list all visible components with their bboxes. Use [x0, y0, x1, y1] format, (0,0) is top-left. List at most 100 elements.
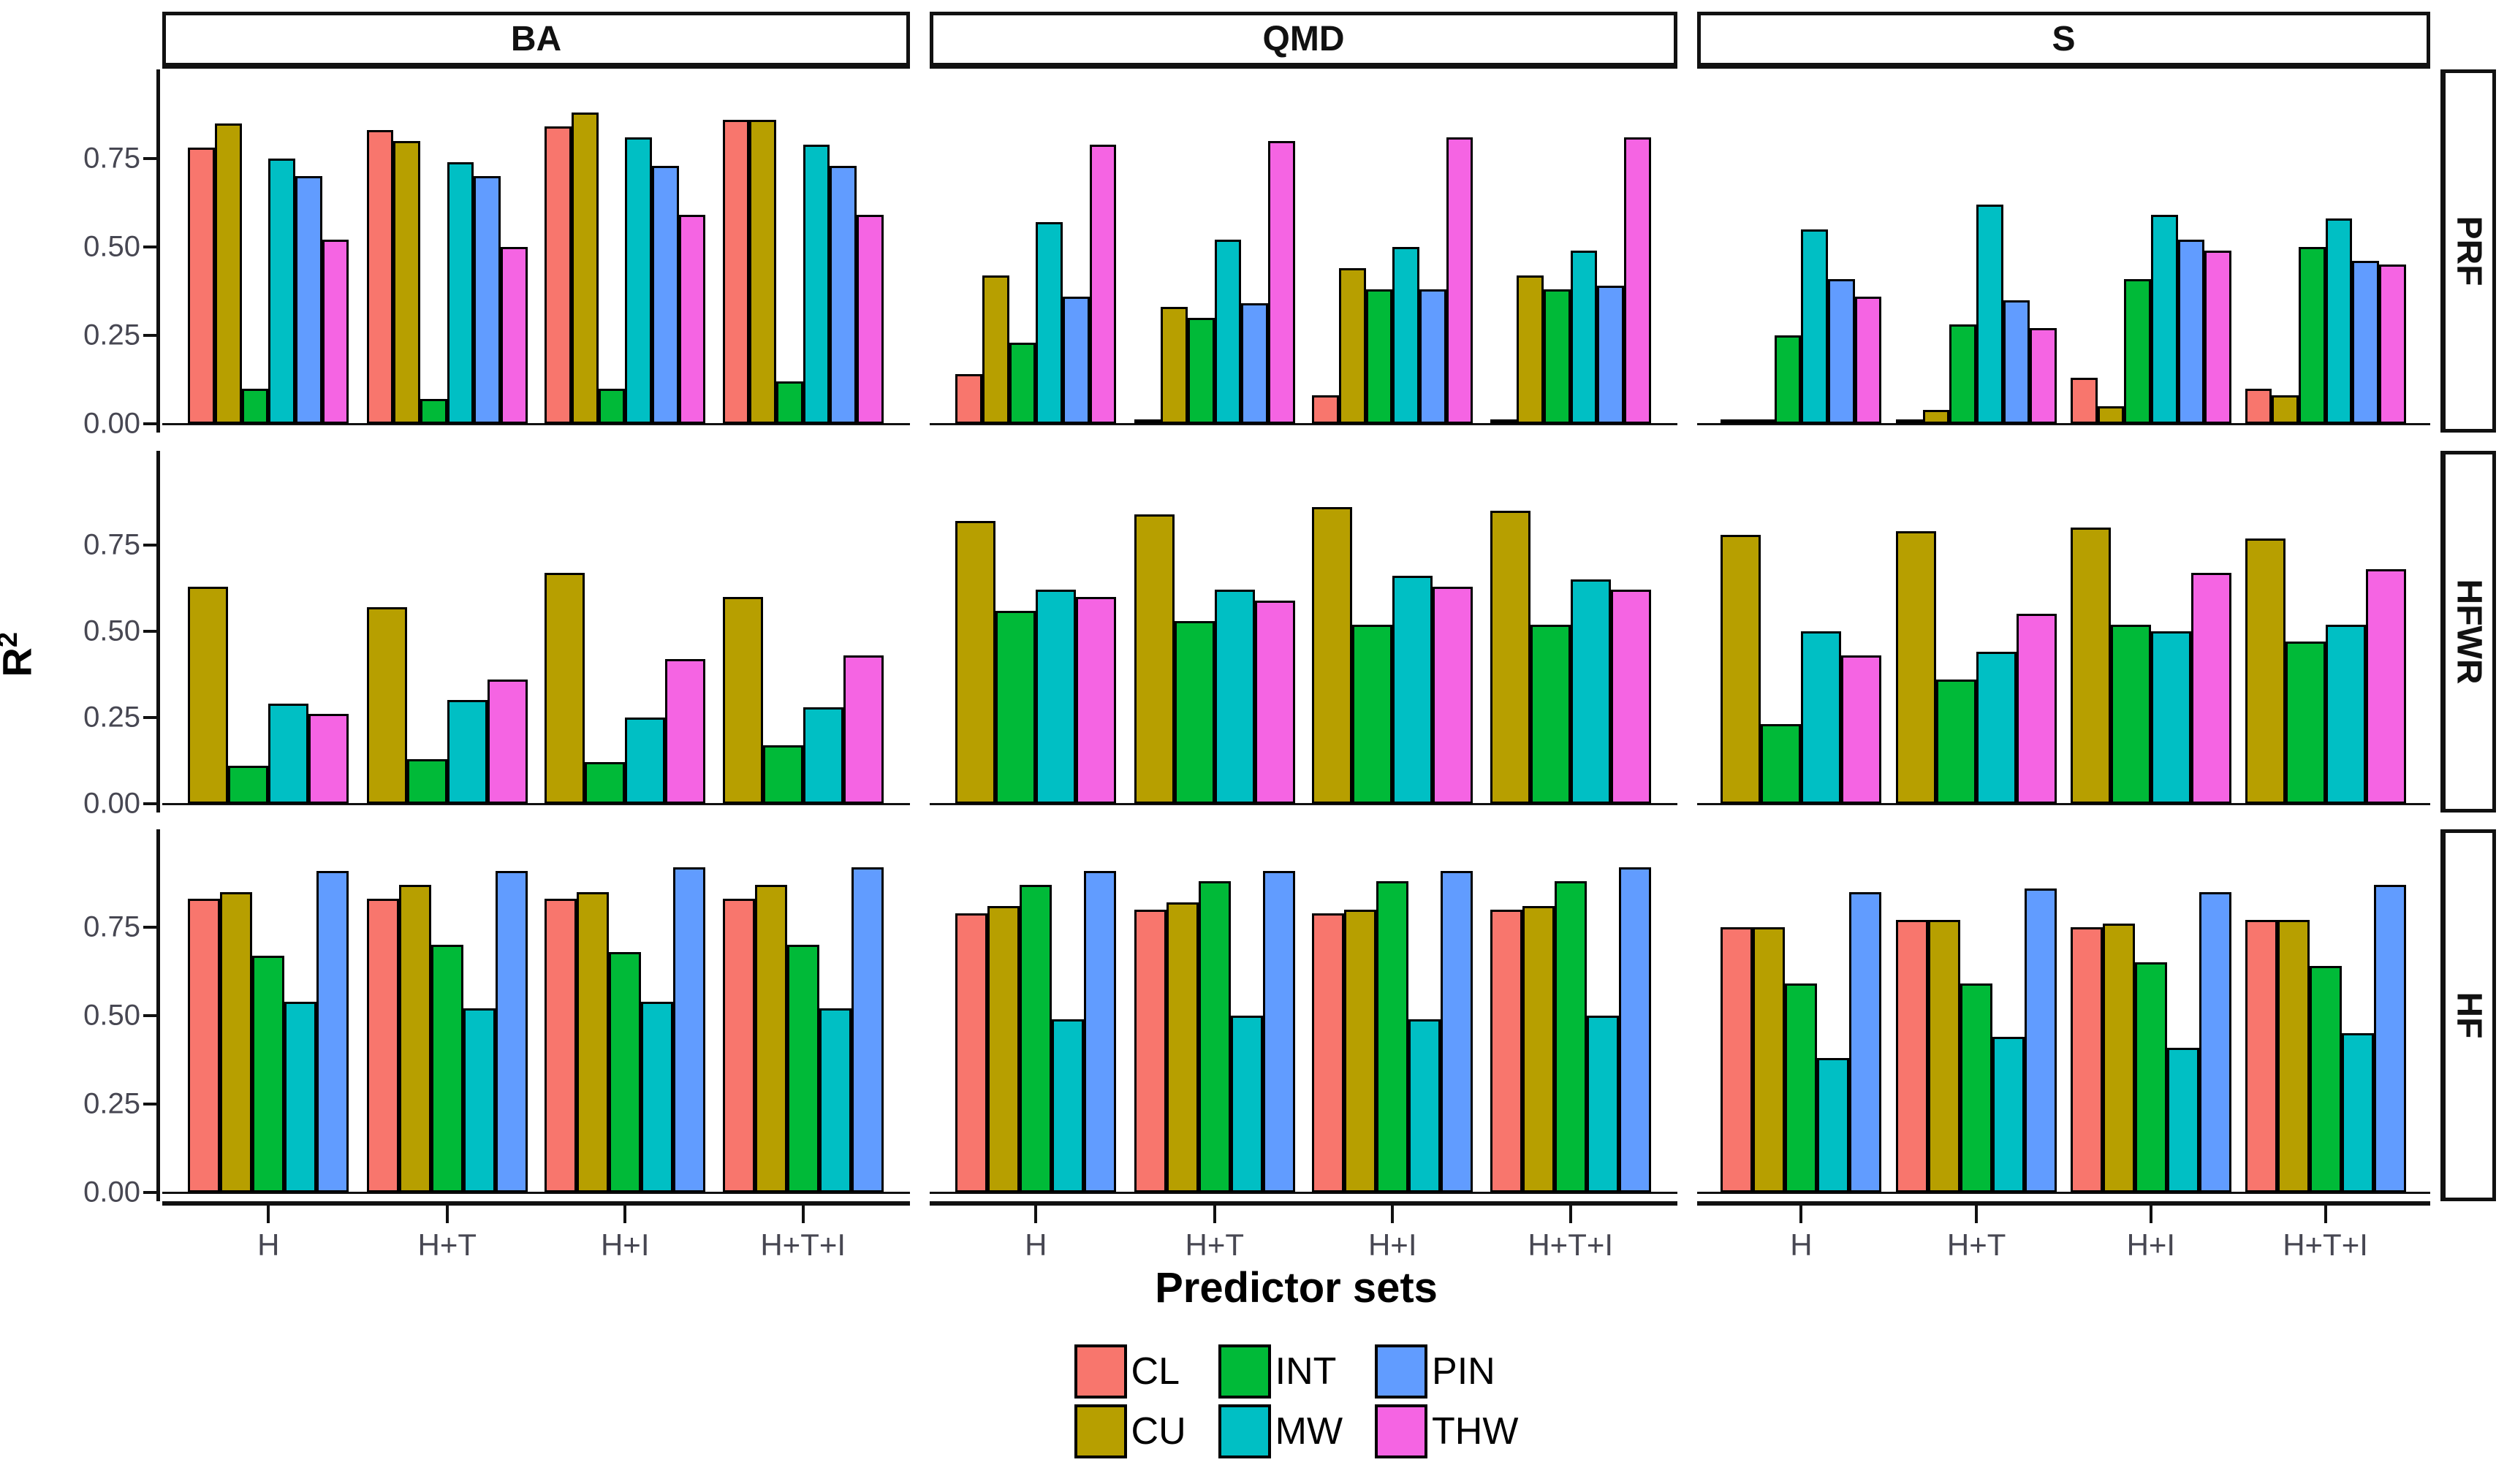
bar-S-HFWR-H-INT — [1761, 724, 1802, 804]
x-tick — [1568, 1206, 1572, 1223]
x-tick-label-H+I: H+I — [1367, 1228, 1417, 1262]
legend-column: PIN THW — [1375, 1344, 1518, 1458]
bar-BA-HFWR-H-CU — [188, 586, 229, 804]
bar-QMD-PRF-H+I-THW — [1446, 137, 1473, 424]
bar-BA-HF-H+T-PIN — [495, 870, 528, 1192]
bar-S-PRF-H+T+I-CU — [2272, 395, 2299, 424]
bar-BA-PRF-H+T+I-INT — [776, 381, 803, 424]
bar-QMD-PRF-H-PIN — [1062, 296, 1090, 424]
bar-QMD-HF-H+T+I-PIN — [1618, 867, 1651, 1192]
bar-S-HF-H+T-MW — [1992, 1037, 2025, 1192]
legend-swatch-CL — [1074, 1344, 1127, 1399]
bar-BA-HF-H+T+I-INT — [786, 945, 819, 1192]
bar-QMD-HF-H+I-CL — [1312, 913, 1345, 1192]
legend-item-INT: INT — [1218, 1344, 1343, 1399]
bar-BA-PRF-H-PIN — [295, 176, 322, 424]
bar-S-HF-H-MW — [1817, 1058, 1850, 1192]
bar-S-PRF-H+T+I-PIN — [2352, 261, 2379, 424]
bar-S-PRF-H+I-THW — [2204, 250, 2231, 424]
panel-QMD-HFWR — [930, 451, 1677, 805]
bar-S-HF-H+T+I-PIN — [2373, 884, 2406, 1192]
bar-S-HF-H+I-CU — [2102, 924, 2135, 1192]
x-tick — [267, 1206, 270, 1223]
bar-S-PRF-H+I-MW — [2150, 215, 2178, 424]
bar-S-PRF-H+T-THW — [2030, 328, 2057, 424]
panel-S-PRF — [1697, 69, 2430, 425]
bar-QMD-HFWR-H+T+I-THW — [1610, 590, 1651, 804]
y-tick-label: 0.50 — [83, 230, 140, 263]
bar-S-HFWR-H+I-INT — [2110, 624, 2151, 804]
x-axis-title: Predictor sets — [1155, 1264, 1438, 1312]
facet-strip-s: S — [1697, 12, 2430, 69]
legend-swatch-PIN — [1375, 1344, 1428, 1399]
y-tick — [143, 1014, 156, 1017]
facet-strip-qmd: QMD — [930, 12, 1677, 69]
panel-baseline — [1697, 1192, 2430, 1194]
x-tick-label-H: H — [257, 1228, 280, 1262]
bar-QMD-HF-H-CL — [955, 913, 988, 1192]
bar-QMD-PRF-H+I-PIN — [1419, 289, 1446, 424]
bar-S-PRF-H+I-PIN — [2177, 240, 2205, 424]
panel-baseline — [162, 803, 910, 805]
y-tick — [143, 544, 156, 547]
bar-QMD-HFWR-H+I-INT — [1352, 624, 1393, 804]
legend-item-MW: MW — [1218, 1404, 1343, 1458]
bar-QMD-HFWR-H+T-MW — [1214, 590, 1255, 804]
x-axis-line-QMD — [930, 1201, 1677, 1206]
panel-BA-PRF — [162, 69, 910, 425]
facet-strip-ba: BA — [162, 12, 910, 69]
legend-swatch-CU — [1074, 1404, 1127, 1458]
bar-S-HF-H+T+I-INT — [2309, 966, 2342, 1192]
panel-QMD-PRF — [930, 69, 1677, 425]
bar-S-PRF-H+T-PIN — [2003, 300, 2030, 424]
y-tick — [143, 630, 156, 633]
bar-S-PRF-H+T+I-THW — [2378, 265, 2406, 424]
x-tick — [623, 1206, 627, 1223]
bar-QMD-HF-H+T+I-CL — [1490, 909, 1522, 1192]
bar-QMD-PRF-H+T+I-CL — [1490, 419, 1517, 424]
bar-BA-HF-H+I-CL — [545, 899, 577, 1192]
bar-BA-PRF-H-MW — [268, 159, 295, 424]
panel-S-HF — [1697, 829, 2430, 1194]
bar-S-HFWR-H+I-THW — [2190, 572, 2231, 804]
bar-QMD-HFWR-H-MW — [1036, 590, 1077, 804]
facet-strip-prf-label: PRF — [2449, 216, 2489, 286]
bar-QMD-HFWR-H+T+I-MW — [1570, 579, 1611, 804]
legend-swatch-INT — [1218, 1344, 1271, 1399]
bar-BA-HF-H-INT — [252, 955, 285, 1192]
legend-item-PIN: PIN — [1375, 1344, 1518, 1399]
x-tick-label-H+T: H+T — [417, 1228, 477, 1262]
bar-QMD-PRF-H+T-MW — [1214, 240, 1242, 424]
bar-BA-HFWR-H+I-THW — [665, 658, 706, 804]
bar-QMD-PRF-H+T-CL — [1134, 419, 1161, 424]
bar-QMD-HFWR-H+T-THW — [1254, 600, 1295, 804]
bar-S-HFWR-H+I-MW — [2150, 631, 2191, 804]
bar-S-PRF-H-THW — [1854, 296, 1882, 424]
y-tick-label: 0.00 — [83, 407, 140, 440]
bar-QMD-HF-H+T-CL — [1134, 909, 1167, 1192]
bar-BA-HFWR-H+T-MW — [447, 700, 488, 804]
bar-QMD-HFWR-H+I-THW — [1433, 586, 1473, 804]
bar-QMD-HF-H+T-PIN — [1262, 870, 1295, 1192]
bar-BA-PRF-H+I-CL — [545, 126, 572, 424]
bar-BA-PRF-H+I-PIN — [651, 165, 679, 424]
bar-S-PRF-H+T-CL — [1896, 419, 1923, 424]
panel-baseline — [930, 423, 1677, 425]
bar-S-HFWR-H+T-INT — [1936, 680, 1977, 804]
y-tick-label: 0.00 — [83, 787, 140, 820]
y-tick — [143, 802, 156, 805]
bar-QMD-PRF-H+T-INT — [1188, 317, 1215, 424]
bar-BA-HF-H-CU — [220, 891, 253, 1192]
y-axis-line-PRF — [156, 69, 160, 433]
bar-QMD-PRF-H+T+I-MW — [1570, 250, 1598, 424]
panel-baseline — [1697, 423, 2430, 425]
bar-BA-PRF-H+T-INT — [420, 399, 447, 424]
bar-BA-HF-H+I-MW — [641, 1001, 674, 1192]
x-tick-label-H: H — [1025, 1228, 1047, 1262]
bar-BA-HF-H+T+I-PIN — [851, 867, 884, 1192]
bar-BA-HF-H+T-CU — [398, 884, 431, 1192]
bar-QMD-HF-H+T+I-MW — [1586, 1016, 1619, 1192]
bar-BA-PRF-H-INT — [241, 388, 269, 424]
bar-BA-HF-H+T-CL — [366, 899, 399, 1192]
y-tick — [143, 157, 156, 160]
